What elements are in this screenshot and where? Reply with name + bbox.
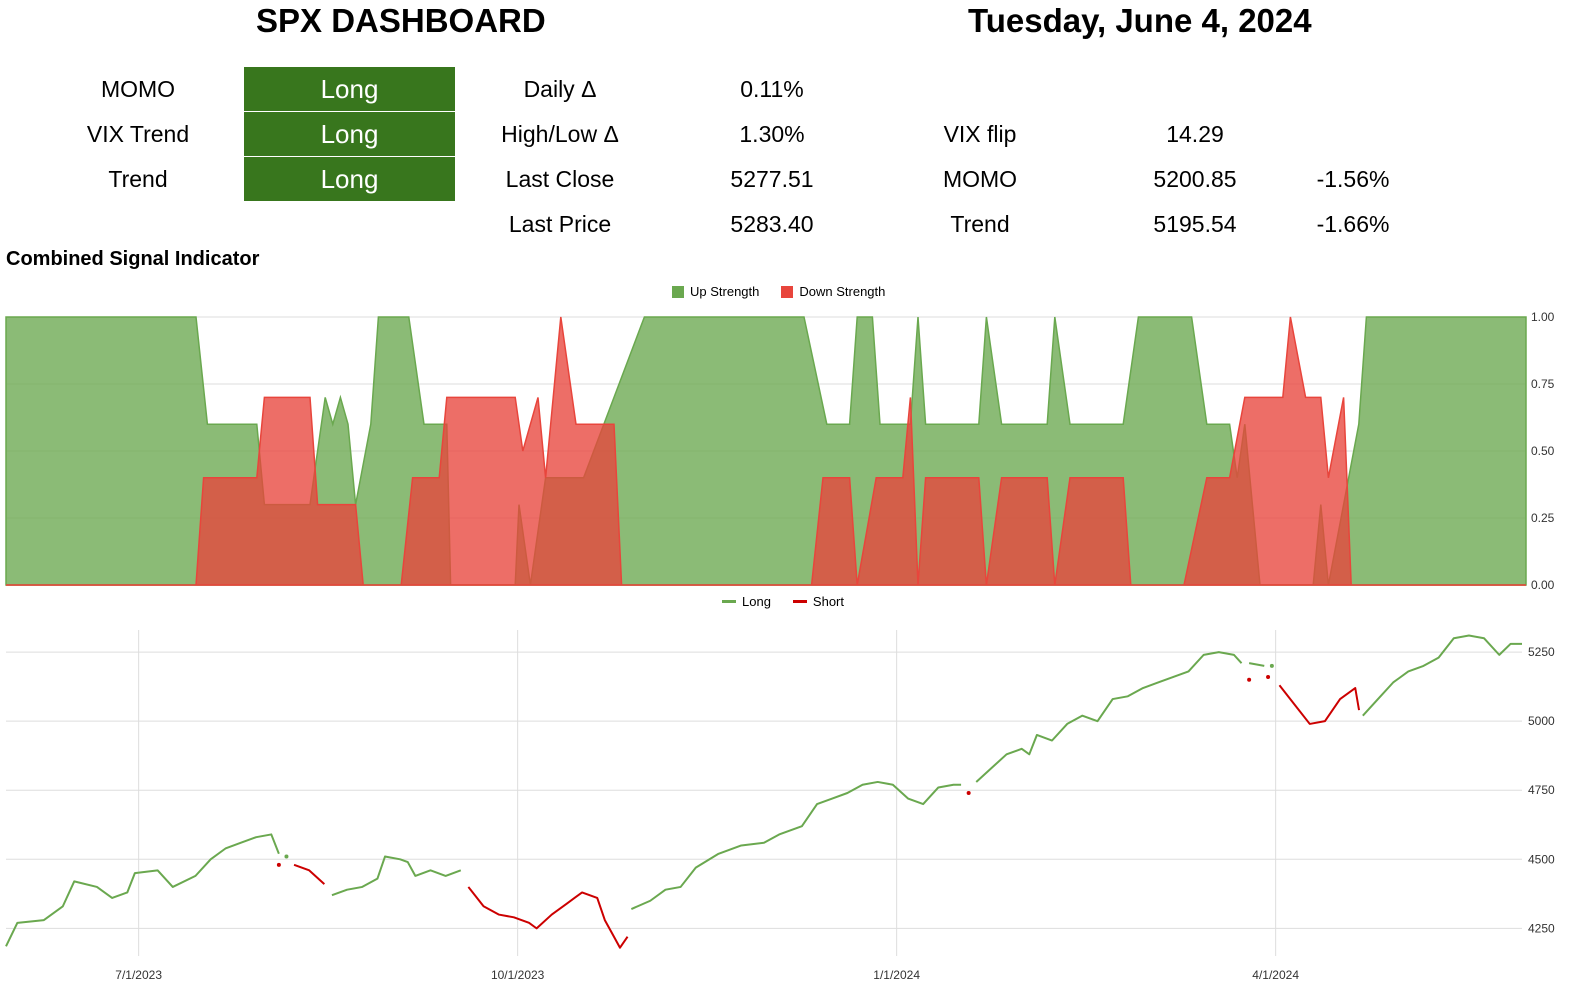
long-point <box>1269 663 1274 668</box>
signal-label-momo: MOMO <box>100 76 176 102</box>
daily-delta-value: 0.11% <box>740 76 804 102</box>
strength-y-tick: 0.75 <box>1531 377 1555 391</box>
price-legend: Long Short <box>722 594 844 609</box>
price-y-tick: 4250 <box>1528 921 1555 935</box>
short-legend-label: Short <box>812 594 844 609</box>
strength-legend: Up Strength Down Strength <box>672 284 885 299</box>
short-line-segment <box>293 863 326 885</box>
price-y-tick: 5250 <box>1528 645 1555 659</box>
long-line-segment <box>975 651 1243 783</box>
short-point <box>1247 677 1252 682</box>
vix-flip-value: 14.29 <box>1166 121 1224 147</box>
long-line-segment <box>5 833 280 947</box>
vix-flip-label: VIX flip <box>943 121 1017 147</box>
up-strength-legend-label: Up Strength <box>690 284 760 299</box>
strength-y-tick: 0.25 <box>1531 511 1555 525</box>
up-strength-swatch <box>672 285 684 298</box>
strength-y-tick: 0.00 <box>1531 578 1555 592</box>
long-swatch <box>722 600 736 603</box>
strength-area-chart: 0.00 0.25 0.50 0.75 1.00 <box>5 310 1555 592</box>
down-strength-area <box>6 316 1526 586</box>
signal-label-vix-trend: VIX Trend <box>86 121 190 147</box>
long-line-segment <box>1362 634 1522 717</box>
last-price-value: 5283.40 <box>730 211 814 237</box>
last-close-value: 5277.51 <box>730 166 814 192</box>
short-swatch <box>792 600 807 603</box>
short-line-segment <box>1278 684 1361 725</box>
price-y-tick: 4750 <box>1528 783 1555 797</box>
price-line-chart: 4250 4500 4750 5000 5250 7/1/2023 10/1/2023 1/1… <box>5 630 1555 982</box>
strength-y-tick: 1.00 <box>1531 310 1555 324</box>
short-point <box>1266 674 1271 679</box>
strength-y-tick: 0.50 <box>1531 444 1555 458</box>
short-point <box>276 862 281 867</box>
signal-value-trend: Long <box>244 157 455 201</box>
long-line-segment <box>630 780 962 910</box>
signal-value-momo: Long <box>244 67 455 111</box>
down-strength-legend-label: Down Strength <box>799 284 886 299</box>
long-line-segment <box>331 855 462 897</box>
price-x-tick: 4/1/2024 <box>1252 968 1299 982</box>
trend-level-label: Trend <box>950 211 1010 237</box>
highlow-delta-label: High/Low Δ <box>501 121 619 147</box>
dashboard-date: Tuesday, June 4, 2024 <box>968 2 1312 39</box>
short-line-segment <box>467 886 629 949</box>
short-point <box>966 791 971 795</box>
trend-level-value: 5195.54 <box>1153 211 1237 237</box>
price-x-tick: 1/1/2024 <box>873 968 920 982</box>
momo-pct-value: -1.56% <box>1316 166 1390 192</box>
momo-level-label: MOMO <box>942 166 1018 192</box>
last-close-label: Last Close <box>505 166 615 192</box>
dashboard-title: SPX DASHBOARD <box>256 2 546 39</box>
long-line-segment <box>1248 662 1265 667</box>
price-x-tick: 7/1/2023 <box>115 968 162 982</box>
last-price-label: Last Price <box>508 211 612 237</box>
momo-level-value: 5200.85 <box>1153 166 1237 192</box>
signal-value-vix-trend: Long <box>244 112 455 156</box>
price-y-tick: 4500 <box>1528 852 1555 866</box>
highlow-delta-value: 1.30% <box>739 121 805 147</box>
long-legend-label: Long <box>742 594 771 609</box>
down-strength-swatch <box>781 285 794 298</box>
trend-pct-value: -1.66% <box>1316 211 1390 237</box>
price-x-tick: 10/1/2023 <box>491 968 545 982</box>
long-point <box>284 854 289 859</box>
signal-label-trend: Trend <box>108 166 168 192</box>
price-y-tick: 5000 <box>1528 714 1555 728</box>
daily-delta-label: Daily Δ <box>523 76 597 102</box>
section-title: Combined Signal Indicator <box>6 248 260 270</box>
